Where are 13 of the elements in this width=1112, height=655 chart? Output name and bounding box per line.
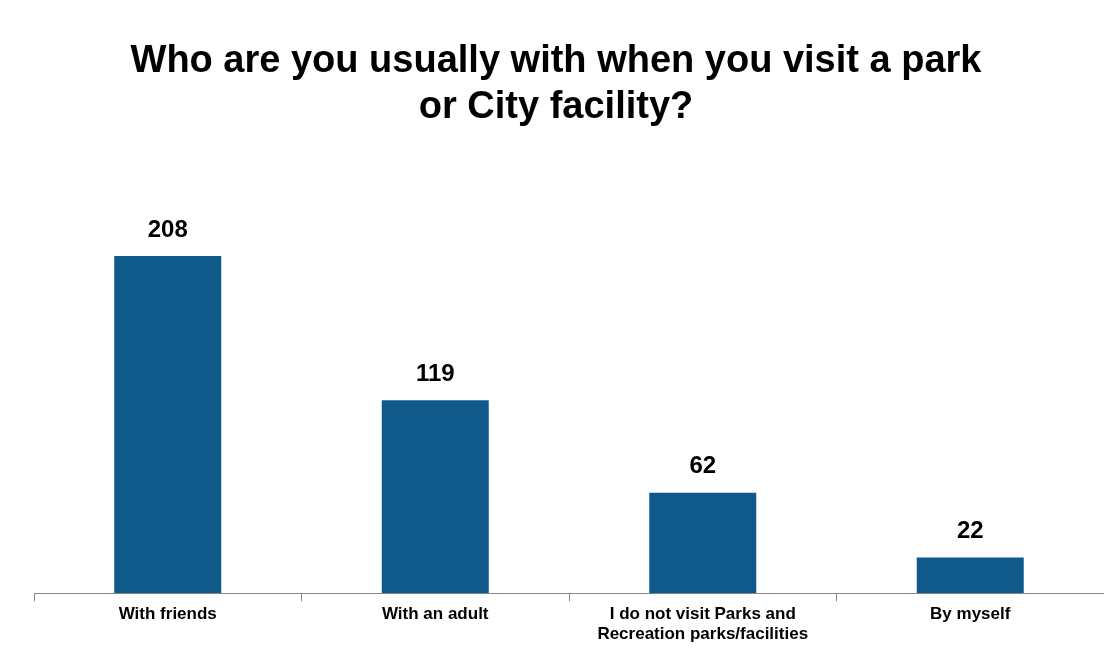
data-label: 208 (147, 214, 188, 242)
bar (381, 400, 489, 594)
bar (114, 256, 222, 594)
x-tick-label: I do not visit Parks and Recreation parks/facilities (597, 604, 809, 644)
x-tick-label: By myself (930, 604, 1011, 624)
x-tick-label: With friends (118, 604, 217, 624)
chart-title: Who are you usually with when you visit a park or City facility? (129, 37, 983, 128)
data-label: 62 (689, 451, 717, 479)
bar (916, 557, 1024, 594)
data-label: 22 (956, 516, 984, 544)
bar (649, 492, 757, 594)
x-tick-label: With an adult (381, 604, 489, 624)
data-label: 119 (415, 358, 455, 386)
